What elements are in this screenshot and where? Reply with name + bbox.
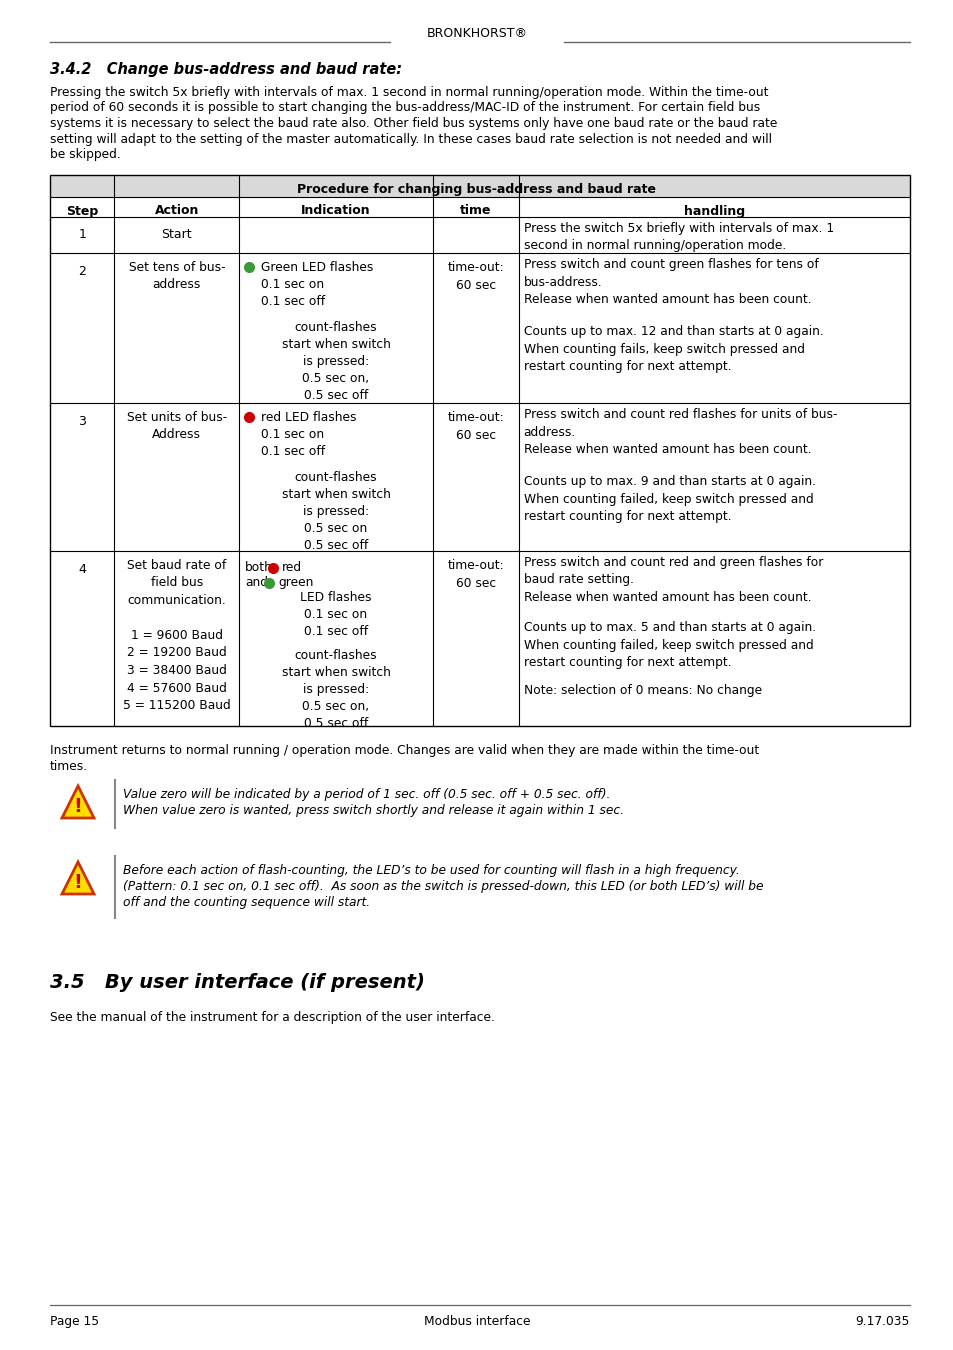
Text: time-out:
60 sec: time-out: 60 sec — [447, 410, 503, 441]
Text: Press switch and count red and green flashes for
baud rate setting.
Release when: Press switch and count red and green fla… — [523, 556, 822, 603]
Text: !: ! — [73, 873, 82, 892]
Text: 3.4.2   Change bus-address and baud rate:: 3.4.2 Change bus-address and baud rate: — [50, 62, 402, 77]
Text: red: red — [282, 562, 302, 574]
Text: red LED flashes
0.1 sec on
0.1 sec off: red LED flashes 0.1 sec on 0.1 sec off — [261, 410, 356, 458]
Text: Value zero will be indicated by a period of 1 sec. off (0.5 sec. off + 0.5 sec. : Value zero will be indicated by a period… — [123, 788, 610, 801]
Text: be skipped.: be skipped. — [50, 148, 121, 161]
Text: Page 15: Page 15 — [50, 1315, 99, 1328]
Text: 3: 3 — [78, 414, 86, 428]
Text: When value zero is wanted, press switch shortly and release it again within 1 se: When value zero is wanted, press switch … — [123, 805, 623, 817]
Text: and: and — [245, 576, 268, 589]
Text: count-flashes
start when switch
is pressed:
0.5 sec on,
0.5 sec off: count-flashes start when switch is press… — [281, 649, 390, 730]
Text: time-out:
60 sec: time-out: 60 sec — [447, 261, 503, 292]
Text: Pressing the switch 5x briefly with intervals of max. 1 second in normal running: Pressing the switch 5x briefly with inte… — [50, 86, 768, 99]
Text: both: both — [245, 562, 273, 574]
Text: Counts up to max. 5 and than starts at 0 again.
When counting failed, keep switc: Counts up to max. 5 and than starts at 0… — [523, 621, 815, 670]
Bar — [50, 176, 909, 726]
Text: 1: 1 — [78, 228, 86, 242]
Text: Before each action of flash-counting, the LED’s to be used for counting will fla: Before each action of flash-counting, th… — [123, 864, 739, 878]
Text: See the manual of the instrument for a description of the user interface.: See the manual of the instrument for a d… — [50, 1011, 495, 1025]
Text: Press the switch 5x briefly with intervals of max. 1
second in normal running/op: Press the switch 5x briefly with interva… — [523, 221, 833, 252]
Text: 2: 2 — [78, 265, 86, 278]
Text: Indication: Indication — [301, 204, 371, 217]
Text: Start: Start — [161, 228, 192, 242]
Text: Green LED flashes
0.1 sec on
0.1 sec off: Green LED flashes 0.1 sec on 0.1 sec off — [261, 261, 374, 308]
Text: Set tens of bus-
address: Set tens of bus- address — [129, 261, 225, 292]
Text: handling: handling — [683, 204, 744, 217]
Text: time-out:
60 sec: time-out: 60 sec — [447, 559, 503, 590]
Text: off and the counting sequence will start.: off and the counting sequence will start… — [123, 896, 370, 909]
Polygon shape — [62, 863, 94, 894]
Text: times.: times. — [50, 760, 88, 774]
Text: Set baud rate of
field bus
communication.

1 = 9600 Baud
2 = 19200 Baud
3 = 3840: Set baud rate of field bus communication… — [123, 559, 231, 711]
Text: time: time — [459, 204, 491, 217]
Text: 9.17.035: 9.17.035 — [855, 1315, 909, 1328]
Text: count-flashes
start when switch
is pressed:
0.5 sec on,
0.5 sec off: count-flashes start when switch is press… — [281, 321, 390, 402]
Text: Press switch and count green flashes for tens of
bus-address.
Release when wante: Press switch and count green flashes for… — [523, 258, 818, 306]
Text: (Pattern: 0.1 sec on, 0.1 sec off).  As soon as the switch is pressed-down, this: (Pattern: 0.1 sec on, 0.1 sec off). As s… — [123, 880, 762, 892]
Text: Procedure for changing bus-address and baud rate: Procedure for changing bus-address and b… — [297, 184, 656, 197]
Text: Step: Step — [66, 204, 98, 217]
Bar — [50, 176, 909, 197]
Text: LED flashes
0.1 sec on
0.1 sec off: LED flashes 0.1 sec on 0.1 sec off — [300, 591, 372, 639]
Text: Counts up to max. 12 and than starts at 0 again.
When counting fails, keep switc: Counts up to max. 12 and than starts at … — [523, 325, 822, 373]
Text: BRONKHORST®: BRONKHORST® — [426, 27, 527, 40]
Text: 3.5   By user interface (if present): 3.5 By user interface (if present) — [50, 973, 424, 992]
Text: 4: 4 — [78, 563, 86, 576]
Text: green: green — [278, 576, 314, 589]
Text: Instrument returns to normal running / operation mode. Changes are valid when th: Instrument returns to normal running / o… — [50, 744, 759, 757]
Text: systems it is necessary to select the baud rate also. Other field bus systems on: systems it is necessary to select the ba… — [50, 117, 777, 130]
Text: period of 60 seconds it is possible to start changing the bus-address/MAC-ID of : period of 60 seconds it is possible to s… — [50, 101, 760, 115]
Text: Press switch and count red flashes for units of bus-
address.
Release when wante: Press switch and count red flashes for u… — [523, 408, 837, 456]
Text: count-flashes
start when switch
is pressed:
0.5 sec on
0.5 sec off: count-flashes start when switch is press… — [281, 471, 390, 552]
Text: !: ! — [73, 796, 82, 815]
Text: Note: selection of 0 means: No change: Note: selection of 0 means: No change — [523, 684, 761, 697]
Text: Action: Action — [154, 204, 199, 217]
Polygon shape — [62, 786, 94, 818]
Text: Modbus interface: Modbus interface — [423, 1315, 530, 1328]
Text: Counts up to max. 9 and than starts at 0 again.
When counting failed, keep switc: Counts up to max. 9 and than starts at 0… — [523, 475, 815, 522]
Text: setting will adapt to the setting of the master automatically. In these cases ba: setting will adapt to the setting of the… — [50, 132, 771, 146]
Text: Set units of bus-
Address: Set units of bus- Address — [127, 410, 227, 441]
